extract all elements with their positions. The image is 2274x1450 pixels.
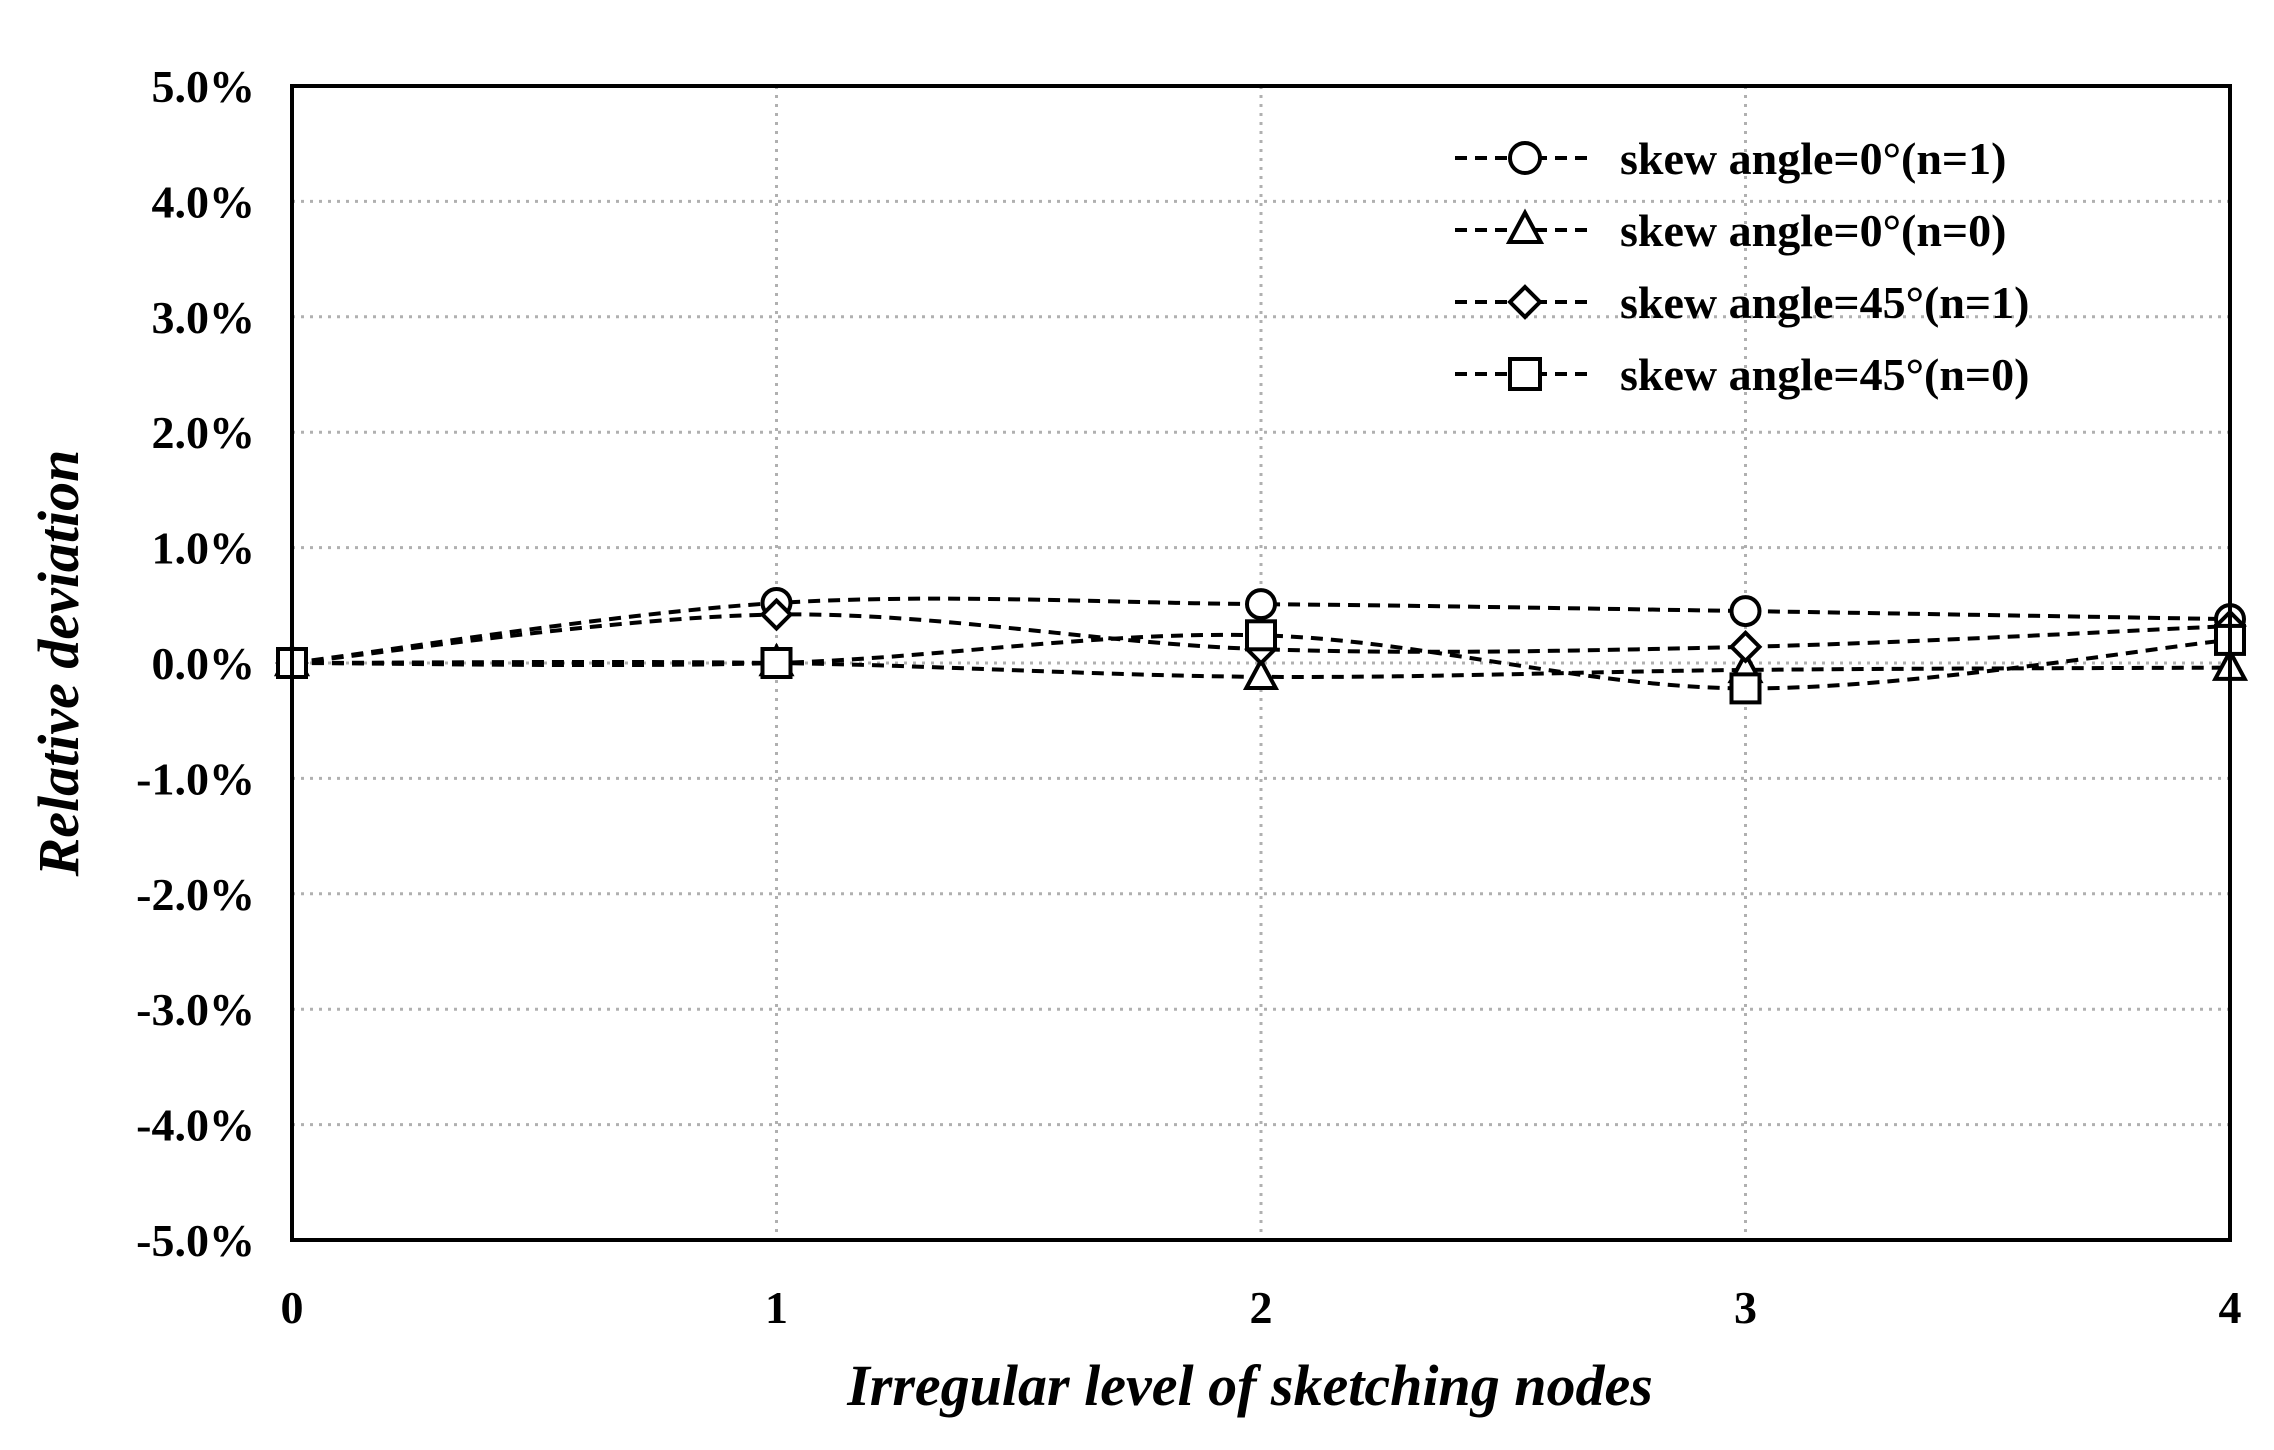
y-tick-label: 1.0% [152,523,256,574]
square-marker [760,647,793,679]
x-tick-label: 4 [2219,1282,2242,1333]
diamond-marker [1507,284,1543,320]
square-marker [1508,357,1542,391]
y-tick-label: -5.0% [136,1215,255,1266]
legend-entry: skew angle=0°(n=0) [1455,205,2006,256]
circle-marker [1508,141,1542,175]
square-marker [1729,672,1762,705]
triangle-marker [1242,656,1280,691]
series-line [291,596,2231,665]
series-line [291,612,2231,665]
y-tick-label: -3.0% [136,984,255,1035]
y-tick-label: 2.0% [152,407,256,458]
y-tick-label: -1.0% [136,753,255,804]
legend-label: skew angle=0°(n=1) [1620,133,2006,184]
x-tick-label: 3 [1734,1282,1757,1333]
series-layer [273,586,2249,705]
square-marker [1245,619,1277,652]
y-axis-title: Relative deviation [26,450,91,878]
plot-area-frame [290,84,2232,1242]
triangle-marker [1505,208,1545,244]
x-tick-label: 2 [1250,1282,1273,1333]
diamond-marker [759,597,794,632]
legend-label: skew angle=45°(n=1) [1620,277,2029,328]
legend-entry: skew angle=45°(n=0) [1455,349,2029,400]
y-tick-label: 0.0% [152,638,256,689]
y-tick-label: 4.0% [152,176,256,227]
legend: skew angle=0°(n=1) skew angle=0°(n=0) skew… [1455,133,2029,400]
legend-label: skew angle=0°(n=0) [1620,205,2006,256]
legend-label: skew angle=45°(n=0) [1620,349,2029,400]
legend-entry: skew angle=45°(n=1) [1455,277,2029,328]
diamond-marker [1728,630,1763,664]
y-tick-label: 5.0% [152,61,256,112]
y-axis-ticks: 5.0% 4.0% 3.0% 2.0% 1.0% 0.0% -1.0% -2.0% -3.0% -… [136,61,255,1266]
x-axis-ticks: 0 1 2 3 4 [281,1282,2242,1333]
y-tick-label: 3.0% [152,292,256,343]
x-axis-title: Irregular level of sketching nodes [846,1353,1653,1418]
circle-marker [1729,595,1762,628]
x-tick-label: 0 [281,1282,304,1333]
y-tick-label: -2.0% [136,869,255,920]
legend-entry: skew angle=0°(n=1) [1455,133,2006,184]
x-tick-label: 1 [765,1282,788,1333]
y-tick-label: -4.0% [136,1100,255,1151]
circle-marker [1245,588,1277,621]
